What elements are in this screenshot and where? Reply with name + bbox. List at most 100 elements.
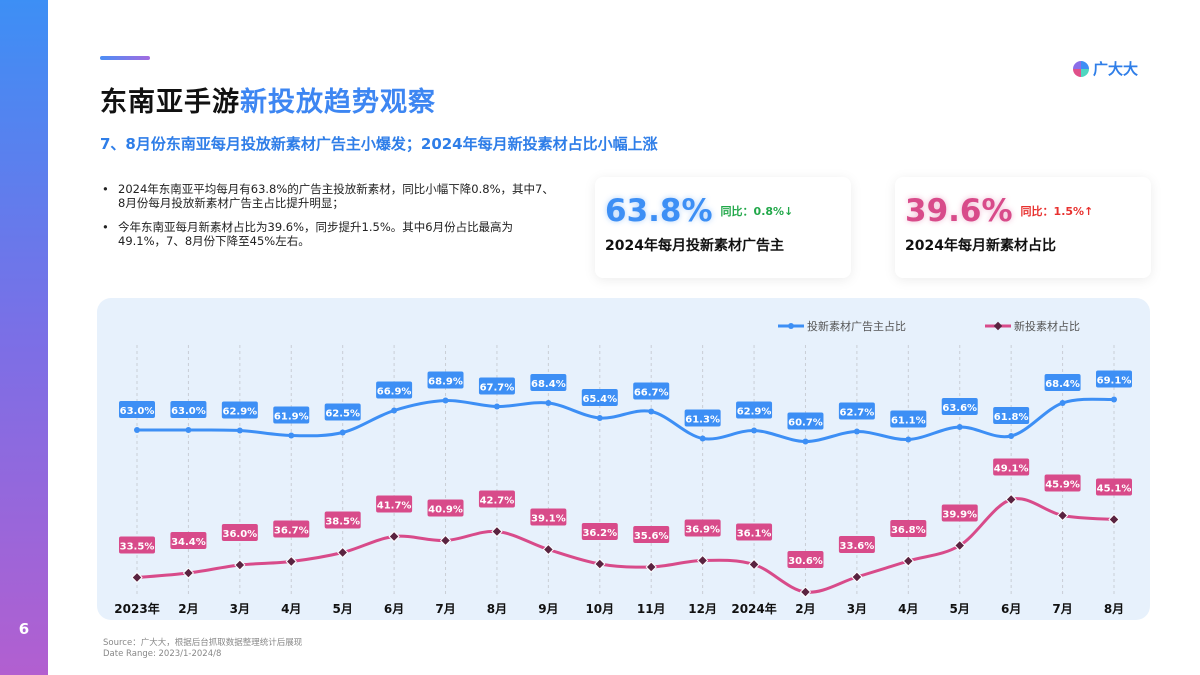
data-label: 35.6%	[634, 531, 669, 542]
data-label-bg	[684, 519, 721, 537]
data-point	[748, 558, 760, 571]
data-point	[182, 567, 195, 579]
data-label: 39.9%	[942, 510, 977, 521]
x-tick-label: 2月	[795, 602, 815, 616]
date-range: Date Range: 2023/1-2024/8	[103, 649, 222, 659]
x-tick-label: 2023年	[114, 601, 159, 616]
bullet-item: 今年东南亚每月新素材占比为39.6%，同步提升1.5%。其中6月份占比最高为49…	[100, 220, 560, 248]
data-label: 49.1%	[994, 464, 1029, 475]
x-tick-label: 7月	[1052, 602, 1072, 616]
x-tick-label: 4月	[281, 602, 301, 616]
data-label-bg	[1044, 374, 1081, 391]
x-tick-label: 3月	[847, 602, 867, 616]
data-point	[902, 555, 914, 567]
x-tick-label: 4月	[898, 602, 918, 616]
x-tick-label: 3月	[230, 602, 250, 616]
data-point	[1108, 513, 1120, 526]
data-label: 68.4%	[531, 379, 566, 390]
data-label: 45.9%	[1045, 480, 1080, 491]
data-label-bg	[119, 401, 155, 418]
x-tick-label: 6月	[384, 602, 404, 616]
logo-icon	[1073, 60, 1089, 77]
data-label: 42.7%	[480, 496, 515, 507]
data-label-bg	[376, 381, 413, 399]
data-point	[956, 424, 963, 430]
data-label: 36.0%	[222, 529, 257, 540]
data-label-bg	[838, 402, 875, 420]
data-label: 67.7%	[480, 383, 515, 394]
data-label-bg	[684, 409, 721, 427]
data-label-bg	[736, 401, 773, 419]
side-bar	[0, 0, 48, 675]
data-label: 68.9%	[428, 377, 463, 388]
data-point	[596, 415, 603, 421]
data-label-bg	[221, 401, 258, 419]
data-label-bg	[530, 508, 567, 526]
data-label: 66.7%	[634, 388, 669, 399]
data-point	[1059, 400, 1066, 406]
data-label-bg	[941, 398, 978, 415]
data-label: 36.9%	[685, 525, 720, 536]
data-point	[493, 403, 500, 410]
data-point	[594, 558, 606, 570]
data-point	[542, 543, 555, 556]
data-label: 61.8%	[994, 412, 1029, 423]
bullet-list: 2024年东南亚平均每月有63.8%的广告主投放新素材，同比小幅下降0.8%，其…	[100, 182, 560, 258]
data-label: 68.4%	[1045, 379, 1080, 390]
data-label-bg	[1096, 478, 1132, 496]
x-tick-label: 8月	[1104, 602, 1124, 616]
legend-marker	[993, 321, 1003, 331]
data-label-bg	[993, 458, 1030, 476]
data-point	[134, 427, 140, 433]
stat-label: 2024年每月投新素材广告主	[605, 238, 784, 254]
data-label: 62.9%	[222, 407, 257, 418]
data-point	[954, 539, 966, 552]
data-label-bg	[941, 504, 978, 522]
stat-yoy: 同比：1.5%↑	[1020, 205, 1094, 218]
data-label: 65.4%	[582, 394, 617, 405]
data-point	[696, 554, 709, 567]
page-title: 东南亚手游新投放趋势观察	[100, 80, 436, 119]
data-point	[439, 534, 452, 547]
data-label-bg	[633, 526, 670, 543]
data-label-bg	[427, 371, 464, 389]
data-label-bg	[324, 511, 361, 529]
x-tick-label: 5月	[950, 602, 970, 616]
data-point	[1056, 509, 1069, 522]
data-label: 63.0%	[171, 406, 206, 417]
data-label-bg	[170, 532, 207, 549]
data-label-bg	[787, 551, 824, 568]
data-label-bg	[478, 490, 515, 508]
x-tick-label: 5月	[333, 602, 353, 616]
data-label: 66.9%	[377, 387, 412, 398]
data-label: 33.6%	[840, 541, 875, 552]
x-tick-label: 8月	[487, 602, 507, 616]
data-label-bg	[221, 524, 258, 541]
data-point	[234, 559, 246, 571]
stat-label: 2024年每月新素材占比	[905, 238, 1056, 254]
data-point	[339, 429, 346, 436]
data-point	[905, 436, 912, 443]
data-point	[648, 408, 655, 415]
data-point	[799, 586, 812, 598]
data-label-bg	[787, 412, 824, 430]
data-label: 63.0%	[120, 406, 155, 417]
data-label-bg	[1096, 370, 1132, 388]
data-label: 39.1%	[531, 514, 566, 525]
data-label: 36.7%	[274, 526, 309, 537]
data-label-bg	[273, 406, 310, 424]
data-point	[285, 555, 297, 568]
data-point	[391, 407, 398, 414]
data-label-bg	[993, 407, 1030, 424]
x-tick-label: 12月	[688, 602, 717, 616]
stat-card-new-creatives: 39.6% 同比：1.5%↑ 2024年每月新素材占比	[895, 177, 1151, 278]
data-label-bg	[736, 523, 773, 541]
data-label: 38.5%	[325, 517, 360, 528]
data-label: 61.9%	[274, 412, 309, 423]
data-point	[851, 571, 863, 583]
legend-marker	[788, 323, 794, 329]
data-point	[645, 561, 657, 573]
data-point	[236, 427, 243, 434]
data-point	[699, 435, 706, 442]
